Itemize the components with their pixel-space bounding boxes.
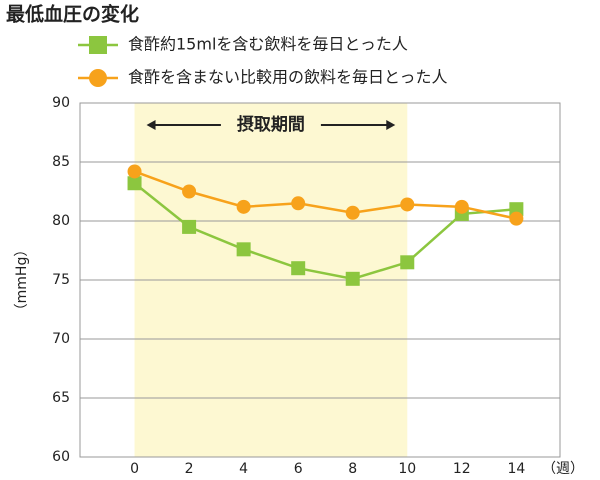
y-tick-label: 65 [52,390,70,406]
x-tick-label: 14 [507,461,525,477]
x-tick-label: 12 [453,461,471,477]
data-point [400,197,415,212]
y-tick-label: 80 [52,213,70,229]
x-tick-label: 8 [348,461,357,477]
legend-marker [89,69,107,87]
data-point [182,184,197,199]
series-line [134,170,517,220]
highlight-label: 摂取期間 [237,114,305,135]
y-tick-label: 60 [52,449,70,465]
series-line [133,182,517,281]
x-unit-label: （週） [542,461,584,477]
data-point [509,211,524,226]
y-tick-label: 90 [52,95,70,111]
data-point [291,196,306,211]
y-tick-label: 75 [52,272,70,288]
x-tick-label: 0 [130,461,139,477]
chart-title: 最低血圧の変化 [6,3,139,26]
data-point [127,176,142,191]
data-point [345,271,360,286]
data-point [236,242,251,257]
data-point [454,199,469,214]
y-tick-label: 70 [52,331,70,347]
x-tick-label: 10 [398,461,416,477]
legend-marker [89,36,107,54]
data-point [400,255,415,270]
arrow-head [146,120,156,130]
data-point [291,261,306,276]
legend-label: 食酢を含まない比較用の飲料を毎日とった人 [128,68,448,87]
data-point [127,164,142,179]
arrow-head [386,120,396,130]
data-point [182,219,197,234]
x-tick-label: 2 [185,461,194,477]
y-axis-label: （mmHg） [14,243,30,318]
x-tick-label: 4 [239,461,248,477]
x-tick-label: 6 [294,461,303,477]
y-tick-label: 85 [52,154,70,170]
data-point [236,199,251,214]
plot-frame [79,102,561,458]
legend-label: 食酢約15mlを含む飲料を毎日とった人 [128,35,408,54]
data-point [345,205,360,220]
